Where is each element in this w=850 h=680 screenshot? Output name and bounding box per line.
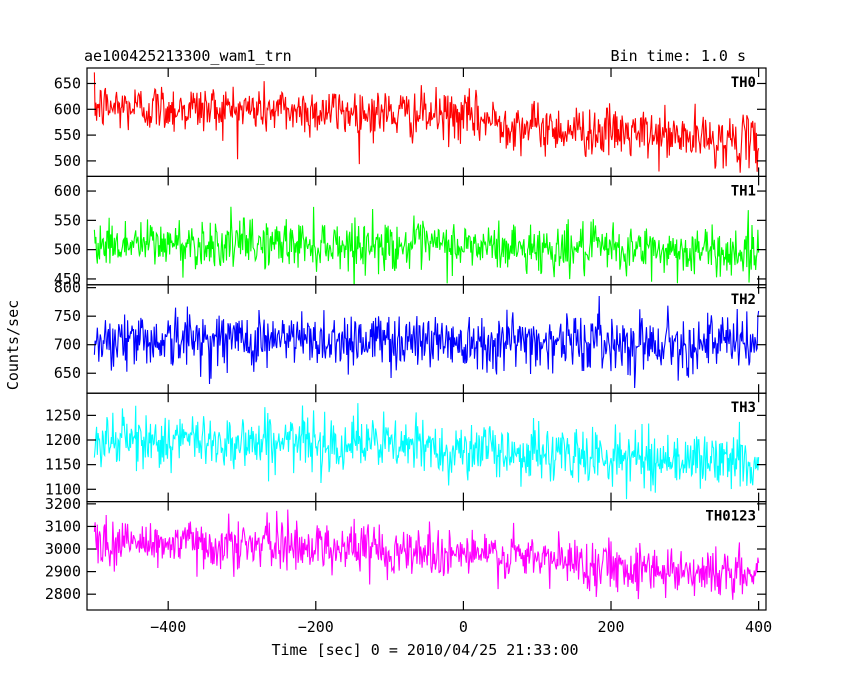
- panel-th2: 650 700 750 800 TH2: [54, 279, 767, 394]
- x-tick-label: 0: [459, 618, 468, 636]
- chart-title: ae100425213300_wam1_trn: [84, 47, 292, 65]
- y-tick-label: 3100: [45, 517, 81, 535]
- panel-label-th0: TH0: [731, 75, 756, 91]
- y-tick-label: 700: [54, 336, 81, 354]
- panel-label-th0123: TH0123: [705, 509, 756, 525]
- x-tick-label: 400: [745, 618, 772, 636]
- panels-group: 500 550 600 650 TH0 450 500 550 600 TH1 650 700 750 8…: [45, 67, 772, 636]
- y-tick-label: 2900: [45, 563, 81, 581]
- series-line-th3: [93, 403, 760, 500]
- series-line-th2: [93, 296, 760, 389]
- y-tick-label: 2800: [45, 585, 81, 603]
- x-tick-label: −400: [150, 618, 186, 636]
- y-tick-label: 650: [54, 364, 81, 382]
- panel-frame: [86, 501, 767, 611]
- y-tick-label: 1250: [45, 406, 81, 424]
- y-tick-label: 550: [54, 126, 81, 144]
- bin-time-label: Bin time: 1.0 s: [611, 47, 746, 65]
- y-axis-label: Counts/sec: [4, 300, 22, 390]
- panel-label-th1: TH1: [731, 183, 756, 199]
- y-tick-label: 800: [54, 279, 81, 297]
- panel-th3: 1100 1150 1200 1250 TH3: [45, 392, 767, 503]
- panel-th1: 450 500 550 600 TH1: [54, 175, 767, 288]
- y-tick-label: 550: [54, 211, 81, 229]
- panel-th0123: 2800 2900 3000 3100 3200 TH0123: [45, 495, 767, 611]
- y-tick-label: 3200: [45, 495, 81, 513]
- y-tick-label: 500: [54, 241, 81, 259]
- series-line-th0123: [93, 509, 760, 600]
- x-axis-label: Time [sec] 0 = 2010/04/25 21:33:00: [271, 641, 578, 659]
- y-tick-label: 450: [54, 270, 81, 288]
- series-line-th1: [93, 206, 760, 285]
- y-tick-label: 600: [54, 100, 81, 118]
- y-tick-label: 600: [54, 182, 81, 200]
- y-tick-label: 1200: [45, 431, 81, 449]
- x-tick-label: −200: [298, 618, 334, 636]
- y-tick-label: 1100: [45, 480, 81, 498]
- y-tick-label: 650: [54, 74, 81, 92]
- y-tick-label: 500: [54, 152, 81, 170]
- y-tick-label: 3000: [45, 540, 81, 558]
- panel-label-th3: TH3: [731, 400, 756, 416]
- panel-label-th2: TH2: [731, 292, 756, 308]
- y-tick-label: 750: [54, 307, 81, 325]
- series-line-th0: [93, 72, 760, 173]
- panel-th0: 500 550 600 650 TH0: [54, 67, 767, 178]
- x-tick-label: 200: [597, 618, 624, 636]
- y-tick-label: 1150: [45, 456, 81, 474]
